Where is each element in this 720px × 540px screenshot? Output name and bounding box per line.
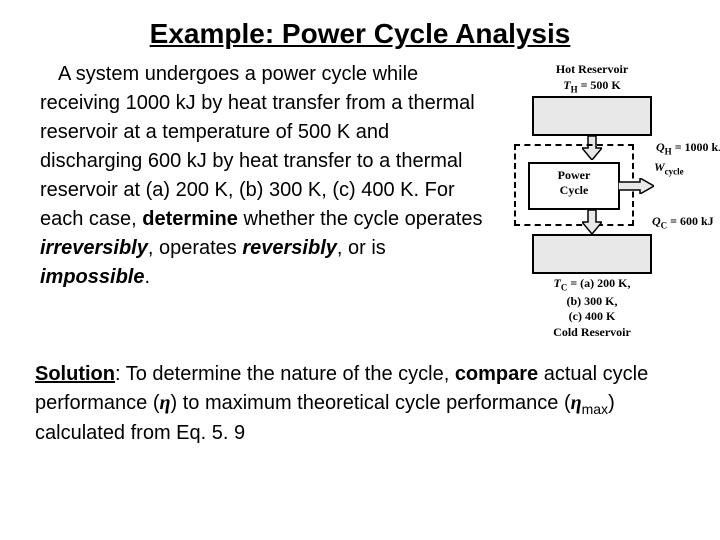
th-symbol: T — [563, 78, 570, 92]
cycle-line1: Power — [530, 168, 618, 183]
qh-subscript: H — [665, 147, 672, 157]
th-value: = 500 K — [578, 78, 621, 92]
problem-text-4: , or is — [337, 237, 386, 259]
qh-label: QH = 1000 kJ — [656, 140, 720, 156]
solution-label: Solution — [35, 363, 115, 385]
solution-text: Solution: To determine the nature of the… — [0, 340, 720, 448]
cold-reservoir-label: Cold Reservoir — [494, 325, 690, 340]
tc-line1: = (a) 200 K, — [567, 276, 630, 290]
problem-text-3: , operates — [148, 237, 243, 259]
problem-statement: A system undergoes a power cycle while r… — [40, 60, 494, 340]
content-row: A system undergoes a power cycle while r… — [0, 60, 720, 340]
qc-arrow-region: QC = 600 kJ — [534, 210, 650, 232]
eta-symbol: η — [160, 392, 171, 414]
eta-max-symbol: η — [571, 392, 582, 414]
hot-reservoir-label: Hot Reservoir — [494, 62, 690, 77]
qc-label: QC = 600 kJ — [652, 214, 714, 230]
right-arrow-icon — [618, 178, 654, 194]
w-cycle-label: Wcycle — [654, 160, 684, 176]
cycle-region: Power Cycle Wcycle — [494, 158, 690, 210]
th-subscript: H — [571, 84, 578, 94]
qc-value: = 600 kJ — [667, 214, 714, 228]
problem-text-5: . — [144, 266, 150, 288]
solution-s3: ) to maximum theoretical cycle performan… — [170, 392, 570, 414]
problem-determine: determine — [142, 208, 238, 230]
power-cycle-box: Power Cycle — [528, 162, 620, 210]
problem-irreversibly: irreversibly — [40, 237, 148, 259]
qh-value: = 1000 kJ — [672, 140, 720, 154]
hot-reservoir-box — [532, 96, 652, 136]
solution-compare: compare — [455, 363, 538, 385]
problem-reversibly: reversibly — [242, 237, 337, 259]
cold-reservoir-box — [532, 234, 652, 274]
problem-impossible: impossible — [40, 266, 144, 288]
w-symbol: W — [654, 160, 665, 174]
power-cycle-diagram: Hot Reservoir TH = 500 K QH = 1000 kJ Po… — [494, 60, 690, 340]
page-title: Example: Power Cycle Analysis — [0, 0, 720, 60]
solution-s1: : To determine the nature of the cycle, — [115, 363, 455, 385]
down-arrow-icon — [582, 210, 602, 234]
cycle-line2: Cycle — [530, 183, 618, 198]
w-subscript: cycle — [665, 167, 684, 177]
tc-symbol: T — [553, 276, 560, 290]
cold-temp-label: TC = (a) 200 K, (b) 300 K, (c) 400 K — [494, 276, 690, 324]
tc-line3: (c) 400 K — [494, 309, 690, 324]
qh-symbol: Q — [656, 140, 665, 154]
eta-max-subscript: max — [582, 401, 608, 417]
problem-text-2: whether the cycle operates — [238, 208, 483, 230]
problem-text-1: A system undergoes a power cycle while r… — [40, 63, 475, 230]
hot-temp-label: TH = 500 K — [494, 78, 690, 94]
qc-symbol: Q — [652, 214, 661, 228]
tc-line2: (b) 300 K, — [494, 294, 690, 309]
